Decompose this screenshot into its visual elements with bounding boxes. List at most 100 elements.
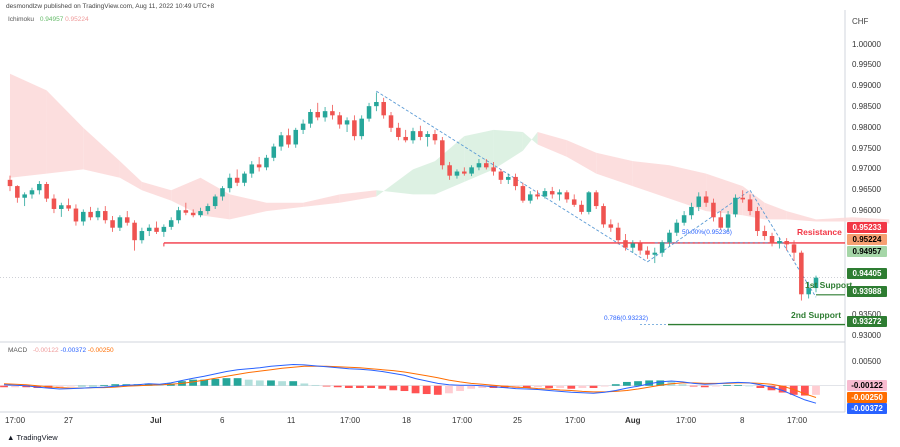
macd-histogram-bar	[800, 385, 809, 396]
candle	[352, 115, 357, 141]
macd-value-2: -0.00372	[60, 347, 87, 354]
candle-body	[557, 192, 562, 195]
candle-body	[703, 196, 709, 203]
fib-786-label: 0.786(0.93232)	[604, 315, 649, 322]
candle	[264, 154, 269, 171]
candle	[29, 187, 35, 199]
candle-body	[769, 236, 775, 244]
candle-body	[388, 115, 394, 128]
candle-body	[59, 205, 64, 209]
candle	[564, 190, 570, 203]
candle-body	[381, 102, 386, 116]
candle	[154, 221, 159, 234]
candle-body	[593, 192, 599, 207]
candle	[410, 127, 416, 144]
candle-body	[667, 232, 672, 243]
candle	[725, 211, 731, 232]
candle	[711, 198, 716, 222]
candle	[681, 211, 687, 226]
candle	[330, 104, 335, 120]
candle-body	[198, 211, 203, 216]
candle	[513, 173, 518, 191]
candle	[601, 203, 606, 228]
macd-tag: -0.00372	[847, 403, 887, 414]
macd-histogram-bar	[111, 384, 120, 386]
cloud-segment	[229, 194, 267, 220]
candle-body	[264, 157, 269, 168]
macd-histogram-bar	[445, 385, 453, 394]
candle	[293, 127, 299, 148]
tradingview-logo[interactable]: ▲ TradingView	[7, 433, 58, 442]
candle-body	[571, 199, 577, 205]
macd-histogram-bar	[289, 381, 298, 386]
candle	[73, 204, 79, 226]
candle	[220, 186, 225, 201]
macd-histogram-bar	[0, 385, 8, 388]
candle	[769, 232, 775, 247]
time-tick: Aug	[625, 416, 641, 425]
candle	[755, 206, 760, 237]
candle-body	[725, 214, 731, 228]
candle	[37, 181, 42, 195]
candle	[491, 161, 496, 176]
candle-body	[146, 227, 152, 232]
candle-body	[293, 129, 299, 145]
macd-histogram-bar	[467, 385, 476, 389]
candle-body	[161, 226, 167, 232]
candle	[718, 211, 724, 230]
candle-body	[110, 220, 115, 228]
first-support-label: 1st Support	[805, 280, 853, 290]
candle	[381, 97, 386, 119]
candle-body	[73, 208, 79, 222]
candle-body	[352, 120, 357, 137]
resistance-label: Resistance	[797, 227, 842, 237]
macd-name: MACD	[8, 347, 28, 354]
ichimoku-legend[interactable]: Ichimoku 0.94957 0.95224	[8, 16, 89, 23]
candle-body	[527, 194, 533, 201]
cloud-segment	[566, 140, 597, 174]
candle-body	[249, 164, 255, 174]
macd-histogram-bar	[55, 385, 64, 388]
candle	[608, 219, 614, 232]
macd-histogram-bar	[678, 384, 687, 386]
macd-histogram-bar	[522, 385, 531, 388]
candle-body	[337, 115, 342, 125]
macd-histogram-bar	[656, 380, 665, 386]
candle-body	[154, 227, 159, 232]
candle-body	[498, 171, 504, 180]
time-tick: 17:00	[565, 416, 586, 425]
candle	[615, 222, 621, 245]
candle	[418, 125, 423, 141]
candle	[322, 107, 328, 122]
macd-tick: 0.00500	[852, 357, 881, 367]
candle-body	[176, 210, 181, 221]
price-tick: 0.97000	[852, 164, 881, 174]
author-line: desmondlzw published on TradingView.com,…	[6, 3, 215, 10]
candle-body	[586, 192, 592, 212]
candle	[81, 209, 86, 226]
candle-body	[762, 231, 767, 237]
price-tick: 0.96500	[852, 185, 881, 195]
macd-histogram-bar	[556, 385, 565, 388]
candle-body	[747, 199, 753, 212]
price-tick: 0.97500	[852, 143, 881, 153]
macd-histogram-bar	[300, 383, 309, 386]
candle-body	[476, 163, 482, 168]
candle	[168, 217, 174, 230]
time-tick: 17:00	[452, 416, 473, 425]
candle-body	[637, 243, 643, 251]
macd-histogram-bar	[389, 385, 398, 391]
macd-histogram-bar	[267, 380, 275, 386]
macd-legend[interactable]: MACD -0.00122 -0.00372 -0.00250	[8, 347, 114, 354]
candle	[447, 161, 452, 180]
macd-histogram-bar	[545, 385, 553, 388]
level-lines	[0, 90, 845, 326]
candle	[66, 198, 71, 212]
candle	[484, 159, 489, 170]
macd-histogram-bar	[734, 384, 743, 386]
macd-histogram-bar	[767, 385, 776, 391]
candle-body	[645, 250, 650, 255]
candle	[124, 211, 130, 226]
candle	[359, 115, 364, 140]
